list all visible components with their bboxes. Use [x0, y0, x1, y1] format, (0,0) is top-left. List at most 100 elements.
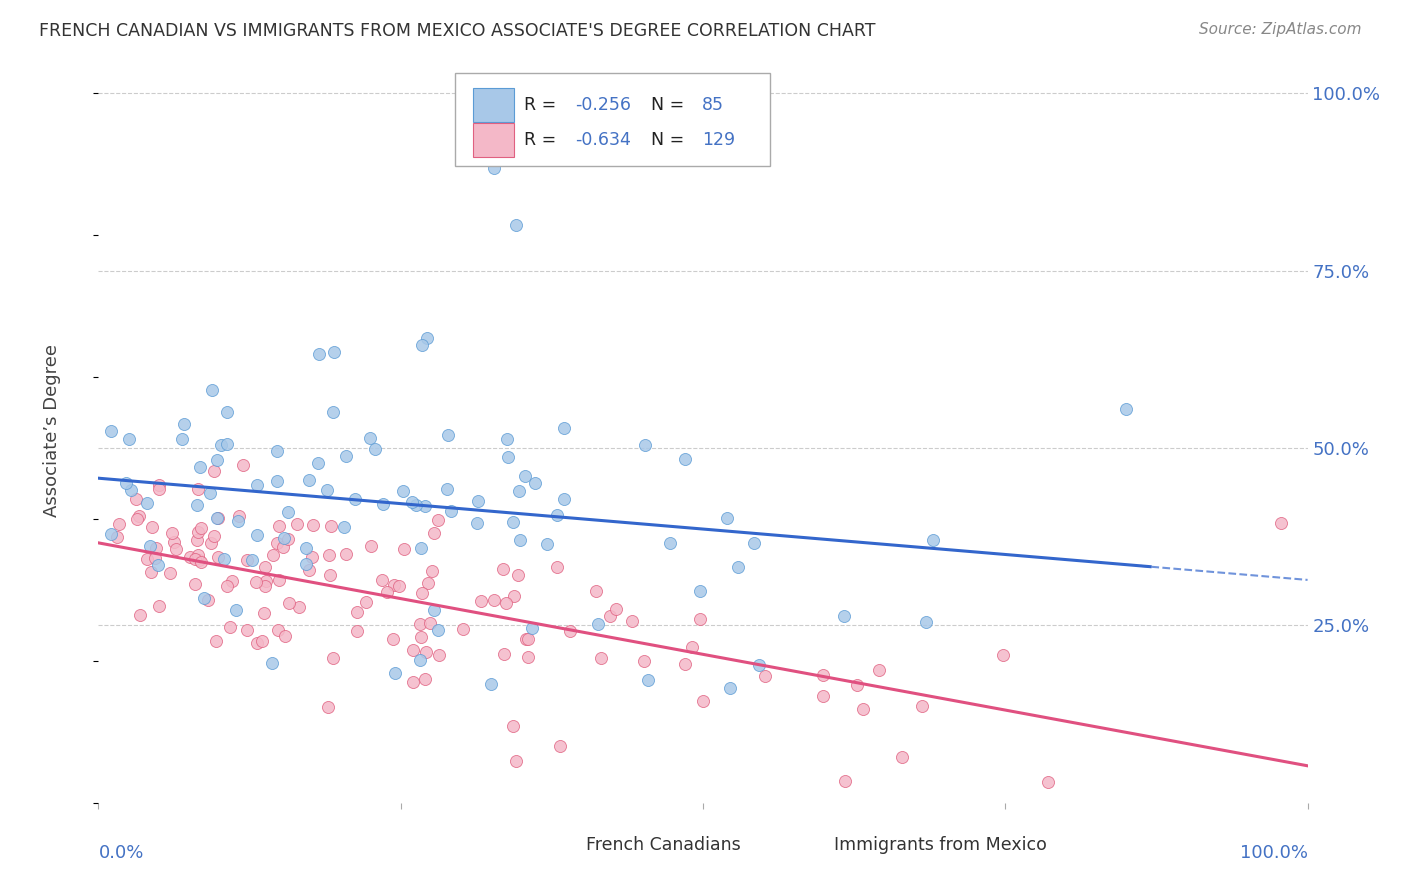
- FancyBboxPatch shape: [526, 828, 581, 861]
- Text: R =: R =: [524, 96, 562, 114]
- Point: [146, 558, 169, 572]
- Point: [294, 558, 316, 572]
- Point: [187, 548, 209, 562]
- Point: [271, 540, 294, 554]
- Point: [382, 578, 405, 592]
- Point: [184, 552, 207, 566]
- Point: [266, 443, 288, 458]
- Point: [515, 632, 537, 646]
- Point: [221, 574, 243, 588]
- Text: 85: 85: [702, 96, 724, 114]
- Point: [359, 431, 381, 445]
- Point: [692, 694, 714, 708]
- Point: [205, 510, 228, 524]
- Point: [278, 596, 301, 610]
- Point: [128, 508, 150, 523]
- Point: [254, 574, 277, 588]
- Text: 100.0%: 100.0%: [1240, 844, 1308, 862]
- Point: [218, 620, 240, 634]
- Point: [585, 583, 607, 598]
- Point: [402, 643, 425, 657]
- Point: [509, 533, 531, 547]
- Point: [332, 520, 354, 534]
- Point: [145, 541, 167, 555]
- Point: [186, 499, 208, 513]
- Point: [148, 482, 170, 496]
- Point: [202, 529, 225, 543]
- Point: [193, 591, 215, 606]
- Point: [423, 525, 446, 540]
- Point: [418, 575, 440, 590]
- Point: [186, 533, 208, 548]
- Point: [215, 437, 238, 451]
- Point: [148, 478, 170, 492]
- Point: [105, 530, 128, 544]
- Point: [269, 519, 291, 533]
- Point: [235, 552, 257, 566]
- Point: [637, 673, 659, 688]
- Point: [382, 632, 405, 647]
- Point: [236, 623, 259, 637]
- Point: [100, 527, 122, 541]
- Point: [599, 609, 621, 624]
- Point: [198, 485, 221, 500]
- Point: [384, 665, 406, 680]
- Point: [413, 672, 436, 686]
- Point: [748, 657, 770, 672]
- Point: [922, 533, 945, 547]
- Text: 129: 129: [702, 131, 735, 149]
- Text: -0.634: -0.634: [575, 131, 631, 149]
- Point: [125, 512, 148, 526]
- Point: [252, 633, 274, 648]
- Point: [553, 491, 575, 506]
- Point: [405, 498, 427, 512]
- Text: Source: ZipAtlas.com: Source: ZipAtlas.com: [1198, 22, 1361, 37]
- Point: [207, 550, 229, 565]
- Point: [322, 405, 344, 419]
- Point: [295, 541, 318, 555]
- Point: [419, 615, 441, 630]
- Point: [911, 698, 934, 713]
- Point: [260, 656, 283, 670]
- Point: [277, 532, 299, 546]
- Point: [392, 484, 415, 499]
- Point: [187, 482, 209, 496]
- Point: [811, 668, 834, 682]
- Point: [834, 773, 856, 788]
- Point: [143, 550, 166, 565]
- Point: [273, 532, 295, 546]
- Point: [495, 432, 517, 446]
- Point: [506, 568, 529, 582]
- Point: [246, 636, 269, 650]
- Point: [427, 513, 450, 527]
- Point: [200, 536, 222, 550]
- Point: [266, 474, 288, 488]
- Point: [586, 617, 609, 632]
- Point: [346, 624, 368, 638]
- Point: [742, 535, 765, 549]
- Point: [364, 442, 387, 456]
- Point: [409, 630, 432, 644]
- Point: [494, 647, 516, 661]
- Point: [141, 566, 163, 580]
- Point: [492, 562, 515, 576]
- Point: [658, 535, 681, 549]
- Point: [591, 651, 613, 665]
- Point: [440, 504, 463, 518]
- Point: [346, 605, 368, 619]
- Point: [496, 450, 519, 464]
- FancyBboxPatch shape: [474, 87, 515, 122]
- Point: [179, 550, 201, 565]
- Point: [673, 657, 696, 672]
- Point: [681, 640, 703, 654]
- Point: [371, 574, 394, 588]
- Point: [1036, 775, 1059, 789]
- Point: [253, 579, 276, 593]
- Point: [298, 563, 321, 577]
- Point: [423, 603, 446, 617]
- Point: [502, 589, 524, 603]
- Point: [240, 553, 263, 567]
- Point: [495, 596, 517, 610]
- Point: [190, 521, 212, 535]
- Point: [183, 577, 205, 591]
